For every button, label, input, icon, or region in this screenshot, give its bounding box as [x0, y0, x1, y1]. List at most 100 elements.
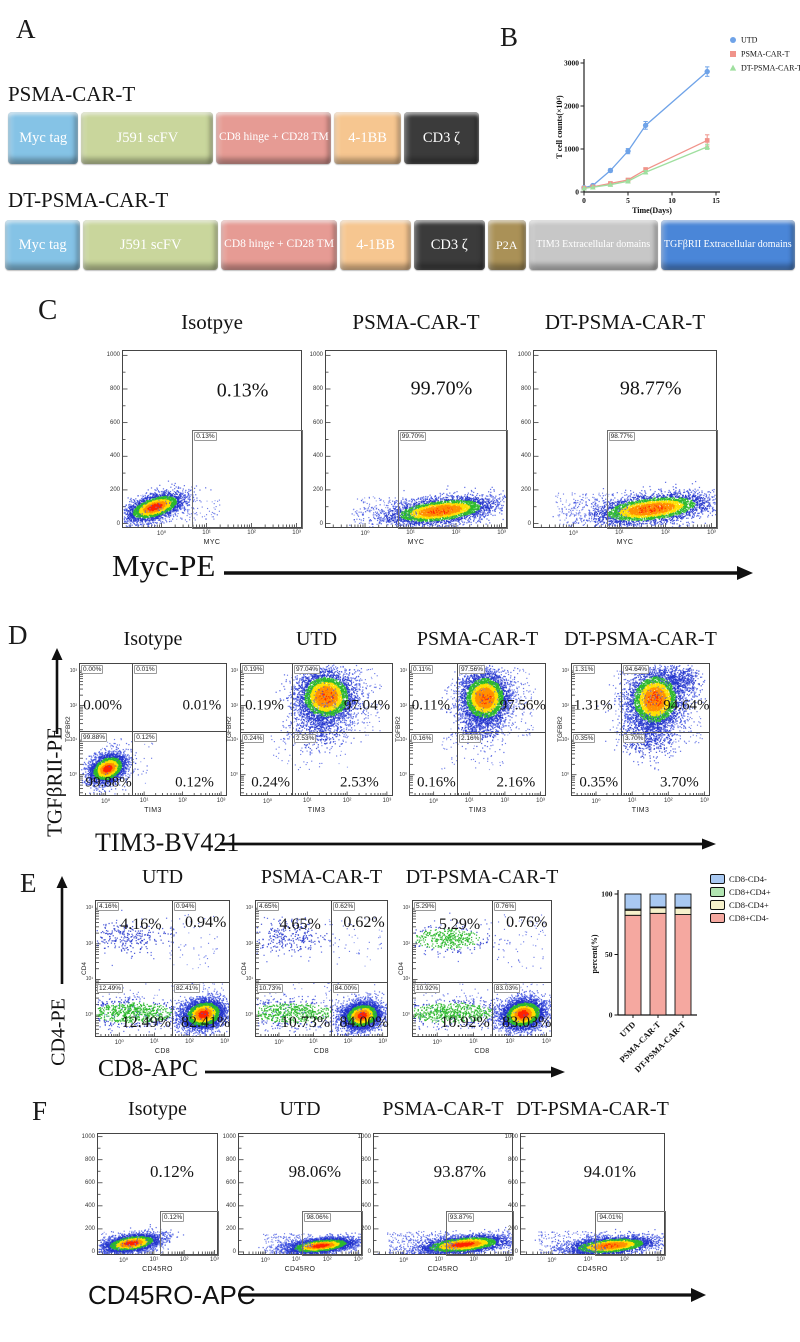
y-tick-label: 10⁰ [402, 1012, 410, 1019]
quadrant-label-ll: 10.73% [257, 984, 284, 994]
data-point [625, 178, 631, 184]
x-tick-label: 10¹ [291, 1257, 301, 1263]
quadrant-percent-ur: 0.94% [185, 914, 227, 932]
x-axis-name: CD45RO [284, 1266, 316, 1273]
bar-segment [624, 893, 642, 910]
gate-percent: 0.13% [216, 379, 269, 402]
y-tick-label: 400 [507, 1202, 518, 1209]
quadrant-percent-lr: 2.53% [339, 774, 379, 791]
x-tick-label: 10¹ [302, 798, 312, 804]
quadrant-label-ur: 0.76% [493, 902, 517, 911]
quadrant-percent-lr: 83.03% [502, 1014, 552, 1032]
data-point [625, 148, 631, 154]
y-tick-label: 200 [312, 486, 323, 493]
quadrant-divider-vertical [132, 663, 134, 796]
quadrant-divider-vertical [292, 663, 294, 796]
flow-plot-f-psma-car-t: 1000 800 600 400 200 0 10⁰ 10¹ 10² 10³ 93.87% 93.87… [358, 1133, 514, 1273]
data-point [607, 167, 614, 174]
x-tick-label: 10² [185, 1039, 194, 1045]
scatter-canvas [412, 900, 552, 1037]
x-tick-label: 10¹ [583, 1257, 593, 1263]
legend-marker [730, 37, 736, 43]
flow-plot-title-utd: UTD [279, 1098, 321, 1120]
quadrant-label-ll: 0.16% [411, 734, 434, 744]
bar-segment [674, 907, 692, 915]
segment-cd3-: CD3 ζ [403, 112, 479, 164]
flow-plot-title-isotype: Isotype [128, 1098, 187, 1120]
quadrant-label-ul: 1.31% [573, 665, 596, 674]
x-tick-label: 0 [582, 196, 586, 205]
x-tick-label: 10¹ [150, 1039, 159, 1045]
legend-label: DT-PSMA-CAR-T [741, 64, 800, 73]
y-tick-label: 2000 [564, 102, 579, 111]
y-tick-label: 400 [84, 1202, 95, 1209]
panel-a-label: A [16, 14, 36, 44]
scatter-canvas [255, 900, 388, 1037]
quadrant-percent-ul: 0.11% [411, 697, 451, 714]
legend-label: CD8+CD4+ [729, 886, 771, 897]
y-tick-label: 0 [514, 1248, 518, 1255]
quadrant-divider-horizontal [412, 982, 552, 984]
legend-label: CD8-CD4- [729, 873, 767, 884]
y-tick-label: 800 [225, 1156, 236, 1163]
x-tick-label: 5 [626, 196, 630, 205]
quadrant-divider-vertical [456, 663, 459, 796]
segment-p2a: P2A [487, 220, 526, 270]
x-tick-label: 10¹ [464, 798, 474, 804]
x-tick-label: 10³ [536, 798, 545, 804]
panel-b-label: B [500, 22, 519, 52]
x-tick-label: 10⁰ [274, 1040, 284, 1046]
legend-swatch [710, 886, 725, 897]
gate-region [159, 1211, 219, 1256]
quadrant-label-ur: 0.94% [173, 902, 197, 911]
gate-percent: 94.01% [583, 1162, 637, 1182]
y-tick-label: 10¹ [230, 737, 238, 744]
x-tick-label: 10² [322, 1257, 332, 1263]
x-tick-label: 15 [712, 196, 720, 205]
quadrant-percent-lr: 2.16% [496, 774, 536, 791]
quadrant-label-ul: 0.11% [411, 665, 433, 674]
x-tick-label: 10³ [656, 1257, 665, 1263]
t-cell-growth-chart: 0 1000 2000 3000 0 5 10 15 T cell counts(×10⁴) Ti… [555, 36, 800, 216]
gate-region [192, 430, 303, 529]
stacked-bar-utd [624, 893, 642, 1016]
bar-y-tick-label: 0 [609, 1011, 613, 1020]
quadrant-percent-ul: 5.29% [438, 915, 481, 933]
quadrant-label-lr: 82.41% [173, 984, 200, 994]
y-tick-label: 600 [109, 419, 120, 426]
x-tick-label: 10¹ [149, 1257, 159, 1263]
x-tick-label: 10² [620, 1257, 629, 1263]
data-point [607, 181, 614, 187]
x-tick-label: 10¹ [309, 1039, 318, 1045]
gate-region [595, 1211, 666, 1256]
y-tick-label: 10¹ [245, 976, 253, 983]
legend-marker [729, 64, 737, 71]
segment-tgf-rii-extracellular-domains: TGFβRII Extracellular domains [660, 220, 796, 270]
x-tick-label: 10⁰ [591, 799, 601, 805]
y-tick-label: 0 [116, 520, 120, 527]
quadrant-percent-lr: 3.70% [660, 774, 699, 791]
bar-segment [624, 909, 642, 916]
y-tick-label: 10² [245, 940, 253, 947]
x-tick-label: 10² [179, 1257, 189, 1263]
legend-swatch [710, 899, 725, 910]
quadrant-percent-ur: 94.64% [663, 697, 710, 714]
y-tick-label: 600 [520, 419, 531, 426]
quadrant-label-lr: 84.00% [332, 984, 359, 994]
gate-percent: 99.70% [410, 377, 473, 400]
quadrant-percent-ll: 0.16% [417, 774, 456, 791]
legend-item-psma-car-t: PSMA-CAR-T [730, 50, 790, 59]
x-axis-name: MYC [616, 539, 634, 546]
x-tick-label: 10⁰ [260, 1258, 270, 1264]
x-axis-name: TIM3 [468, 807, 487, 814]
y-tick-label: 10¹ [85, 976, 93, 983]
segment-j591-scfv: J591 scFV [83, 220, 218, 270]
y-tick-label: 10³ [399, 667, 407, 674]
y-tick-label: 10¹ [561, 737, 569, 744]
flow-plot-title-psma-car-t: PSMA-CAR-T [352, 310, 480, 334]
x-tick-label: 10² [663, 798, 673, 804]
gate-label: 94.01% [597, 1213, 624, 1223]
y-tick-label: 400 [360, 1202, 371, 1209]
construct-1-name: PSMA-CAR-T [8, 82, 136, 106]
cd45ro-apc-axis-label: CD45RO-APC [88, 1280, 256, 1310]
